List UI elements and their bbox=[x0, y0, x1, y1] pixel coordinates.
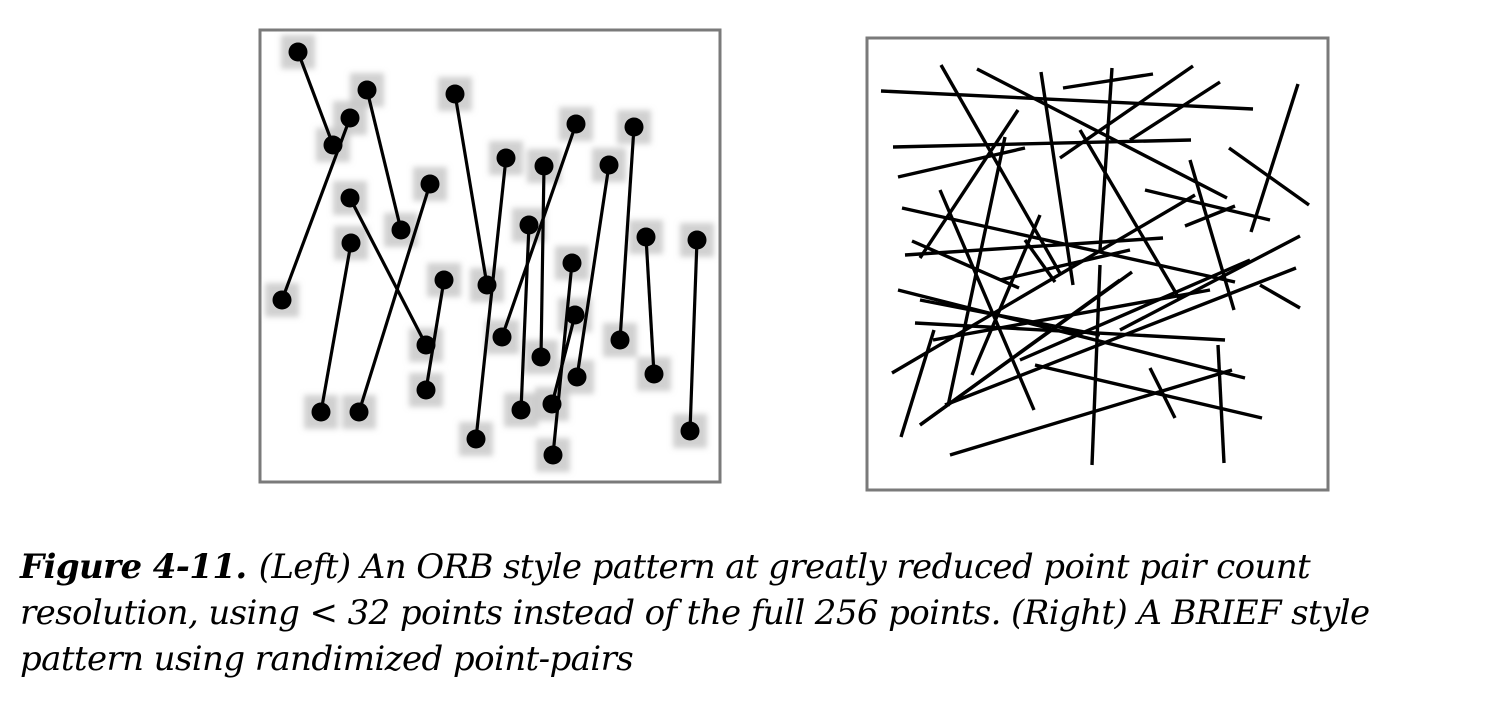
brief-point-pair-line bbox=[949, 368, 1233, 457]
brief-point-pair-line bbox=[1039, 71, 1075, 286]
orb-point-pair-line bbox=[688, 239, 699, 432]
orb-pattern-panel bbox=[258, 28, 722, 484]
brief-point-pair-line bbox=[1148, 367, 1177, 419]
orb-sample-point bbox=[644, 364, 664, 384]
orb-sample-point bbox=[687, 230, 707, 250]
brief-point-pair-line bbox=[1184, 204, 1236, 228]
brief-point-pair-line bbox=[1228, 146, 1310, 207]
brief-point-pair-line bbox=[919, 270, 1133, 427]
orb-sample-point bbox=[542, 394, 562, 414]
orb-point-pair-line bbox=[539, 165, 546, 358]
orb-sample-point bbox=[323, 135, 343, 155]
orb-sample-point bbox=[492, 327, 512, 347]
orb-sample-point bbox=[445, 84, 465, 104]
orb-sample-point bbox=[357, 80, 377, 100]
brief-point-pair-line bbox=[938, 189, 1036, 411]
orb-point-pair-line bbox=[365, 89, 403, 231]
orb-sample-point bbox=[599, 155, 619, 175]
brief-point-pair-line bbox=[891, 193, 1196, 375]
orb-sample-point bbox=[680, 421, 700, 441]
orb-point-pair-line bbox=[575, 164, 611, 378]
brief-point-pair-line bbox=[1090, 264, 1102, 466]
orb-sample-point bbox=[534, 156, 554, 176]
brief-point-pair-line bbox=[1078, 129, 1182, 301]
brief-point-pair-line bbox=[897, 146, 1026, 179]
orb-sample-point bbox=[511, 400, 531, 420]
orb-sample-point bbox=[311, 402, 331, 422]
caption-text: (Left) An ORB style pattern at greatly r… bbox=[20, 547, 1370, 679]
brief-point-pair-line bbox=[1019, 258, 1251, 362]
brief-panel-frame bbox=[865, 36, 1330, 492]
orb-sample-point bbox=[565, 305, 585, 325]
orb-sample-point bbox=[420, 174, 440, 194]
orb-point-pair-line bbox=[550, 314, 577, 405]
orb-sample-point bbox=[288, 42, 308, 62]
brief-point-pair-line bbox=[1062, 72, 1154, 90]
orb-sample-point bbox=[610, 330, 630, 350]
brief-point-pair-line bbox=[1119, 234, 1301, 332]
orb-point-pair-line bbox=[474, 157, 508, 440]
orb-sample-point bbox=[562, 253, 582, 273]
orb-sample-point bbox=[496, 148, 516, 168]
orb-sample-point bbox=[391, 220, 411, 240]
brief-point-pair-line bbox=[1059, 64, 1194, 160]
brief-point-pair-line bbox=[976, 67, 1228, 200]
brief-pattern-panel bbox=[865, 36, 1330, 492]
brief-point-pair-line bbox=[1023, 239, 1057, 283]
orb-sample-point bbox=[543, 445, 563, 465]
brief-point-pair-line bbox=[1249, 83, 1300, 233]
brief-point-pair-line bbox=[880, 89, 1254, 111]
brief-point-pair-line bbox=[999, 248, 1131, 282]
brief-point-pair-line bbox=[1034, 363, 1263, 420]
orb-point-pair-line bbox=[424, 279, 446, 391]
brief-point-pair-line bbox=[970, 214, 1042, 376]
brief-point-pair-line bbox=[1129, 80, 1221, 142]
figure-caption: Figure 4-11. (Left) An ORB style pattern … bbox=[20, 544, 1490, 682]
brief-point-pair-line bbox=[918, 109, 1020, 259]
brief-point-pair-line bbox=[1216, 344, 1226, 464]
figure-label: Figure 4-11. bbox=[20, 547, 247, 587]
orb-point-pair-line bbox=[296, 51, 335, 146]
orb-sample-point bbox=[531, 347, 551, 367]
figure-illustration bbox=[258, 28, 1330, 492]
orb-sample-point bbox=[567, 367, 587, 387]
brief-point-pair-line bbox=[1259, 283, 1301, 310]
orb-point-pair-line bbox=[500, 123, 578, 338]
orb-sample-point bbox=[519, 215, 539, 235]
orb-point-pair-line bbox=[618, 126, 636, 341]
orb-point-pair-line bbox=[644, 236, 656, 375]
orb-sample-point bbox=[349, 402, 369, 422]
orb-sample-point bbox=[340, 108, 360, 128]
orb-sample-point bbox=[416, 380, 436, 400]
brief-point-pair-line bbox=[944, 266, 1297, 407]
orb-point-pair-line bbox=[357, 183, 432, 413]
orb-sample-point bbox=[636, 227, 656, 247]
orb-point-pair-line bbox=[348, 197, 428, 346]
orb-sample-point bbox=[341, 233, 361, 253]
orb-sample-point bbox=[416, 335, 436, 355]
orb-sample-point bbox=[272, 290, 292, 310]
orb-sample-point bbox=[624, 117, 644, 137]
orb-sample-point bbox=[466, 429, 486, 449]
brief-point-pair-line bbox=[892, 138, 1192, 149]
brief-point-pair-line bbox=[897, 288, 1246, 380]
brief-point-pair-line bbox=[1188, 159, 1236, 311]
brief-point-pair-line bbox=[914, 321, 1226, 342]
orb-point-pair-line bbox=[319, 242, 353, 413]
orb-sample-point bbox=[340, 188, 360, 208]
brief-point-pair-line bbox=[1144, 188, 1271, 222]
brief-point-pair-line bbox=[899, 329, 936, 438]
orb-sample-point bbox=[477, 275, 497, 295]
orb-sample-point bbox=[434, 270, 454, 290]
brief-point-pair-line bbox=[1098, 67, 1114, 251]
orb-point-pair-line bbox=[453, 93, 489, 286]
orb-sample-point bbox=[566, 114, 586, 134]
orb-point-pair-line bbox=[519, 224, 531, 411]
